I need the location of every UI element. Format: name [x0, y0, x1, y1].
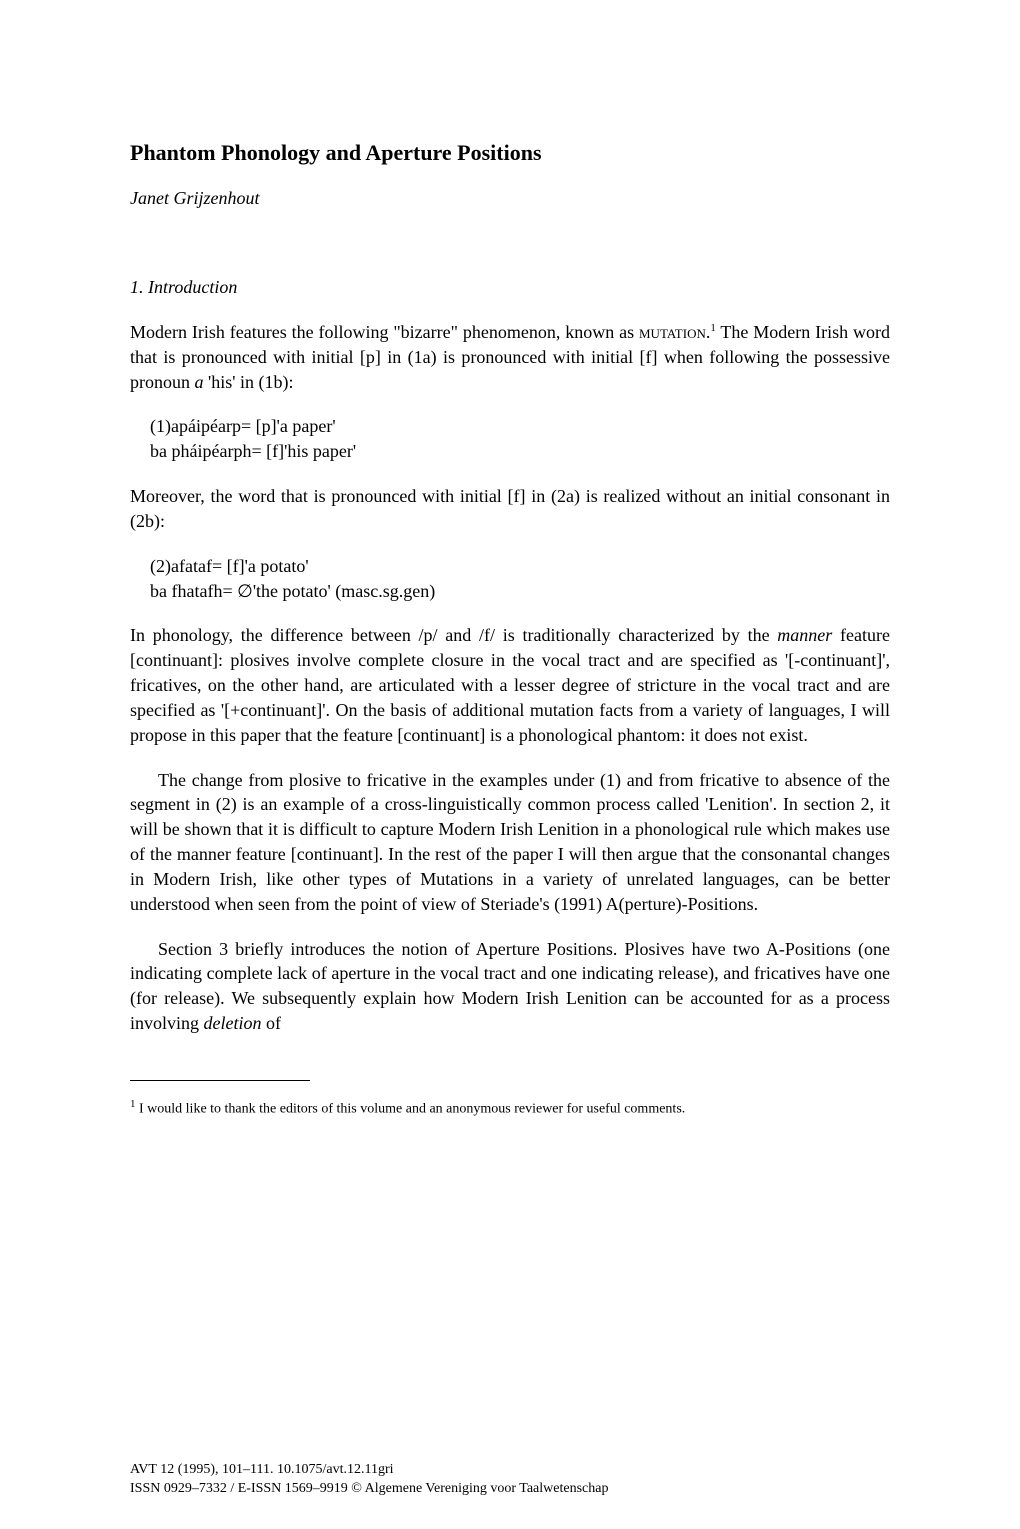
- example-num: (2): [150, 554, 171, 579]
- example-eq: = [f]: [212, 554, 245, 579]
- author-name: Janet Grijzenhout: [130, 188, 890, 209]
- example-row: b a pháipéar ph = [f] 'his paper': [150, 439, 890, 464]
- text-run: 'his' in (1b):: [204, 372, 294, 392]
- text-run: of: [262, 1013, 282, 1033]
- footnote: 1 I would like to thank the editors of t…: [130, 1097, 890, 1119]
- example-eq: = ∅: [222, 579, 252, 604]
- footnote-divider: [130, 1080, 310, 1081]
- example-word: páipéar: [179, 414, 232, 439]
- example-eq: = [f]: [251, 439, 284, 464]
- example-gloss: 'a potato': [245, 554, 309, 579]
- example-word: a fhata: [159, 579, 207, 604]
- section-heading: 1. Introduction: [130, 277, 890, 298]
- example-word: a pháipéar: [159, 439, 233, 464]
- text-run: Modern Irish features the following "biz…: [130, 322, 639, 342]
- meta-line: AVT 12 (1995), 101–111. 10.1075/avt.12.1…: [130, 1461, 608, 1480]
- example-num: (1): [150, 414, 171, 439]
- italic-term: a: [195, 372, 204, 392]
- example-gloss: 'his paper': [284, 439, 356, 464]
- intro-paragraph-4: The change from plosive to fricative in …: [130, 768, 890, 917]
- example-label: a: [171, 414, 179, 439]
- example-gloss: 'a paper': [277, 414, 336, 439]
- intro-paragraph-5: Section 3 briefly introduces the notion …: [130, 937, 890, 1036]
- example-label: a: [171, 554, 179, 579]
- smallcaps-term: mutation: [639, 322, 706, 342]
- example-eq: = [p]: [241, 414, 277, 439]
- meta-line: ISSN 0929–7332 / E-ISSN 1569–9919 © Alge…: [130, 1480, 608, 1499]
- paper-title: Phantom Phonology and Aperture Positions: [130, 140, 890, 166]
- italic-term: manner: [777, 625, 832, 645]
- intro-paragraph-3: In phonology, the difference between /p/…: [130, 623, 890, 747]
- example-sym: ph: [233, 439, 251, 464]
- example-row: b a fhata fh = ∅ 'the potato' (masc.sg.g…: [150, 579, 890, 604]
- intro-paragraph-2: Moreover, the word that is pronounced wi…: [130, 484, 890, 534]
- italic-term: deletion: [204, 1013, 262, 1033]
- example-sym: fh: [207, 579, 222, 604]
- intro-paragraph-1: Modern Irish features the following "biz…: [130, 320, 890, 394]
- example-label: b: [150, 439, 159, 464]
- example-gloss: 'the potato' (masc.sg.gen): [253, 579, 435, 604]
- example-sym: p: [232, 414, 241, 439]
- example-row: (1) a páipéar p = [p] 'a paper': [150, 414, 890, 439]
- page-metadata: AVT 12 (1995), 101–111. 10.1075/avt.12.1…: [130, 1461, 608, 1499]
- example-2: (2) a fata f = [f] 'a potato' b a fhata …: [130, 554, 890, 604]
- text-run: In phonology, the difference between /p/…: [130, 625, 777, 645]
- example-1: (1) a páipéar p = [p] 'a paper' b a phái…: [130, 414, 890, 464]
- example-word: fata: [179, 554, 206, 579]
- footnote-text: I would like to thank the editors of thi…: [136, 1102, 686, 1117]
- example-label: b: [150, 579, 159, 604]
- example-row: (2) a fata f = [f] 'a potato': [150, 554, 890, 579]
